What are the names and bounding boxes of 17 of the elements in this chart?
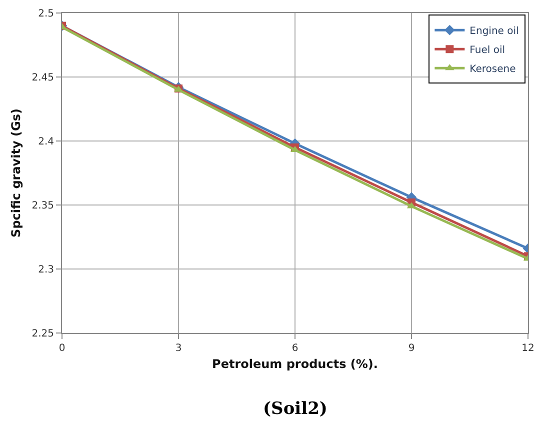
x-tick-label: 12	[522, 343, 534, 354]
y-tick-label: 2.3	[38, 264, 54, 276]
text: (Soil2)	[263, 399, 328, 419]
y-tick-label: 2.5	[38, 8, 54, 20]
x-tick-label: 6	[292, 343, 298, 354]
y-axis-title: Spcific gravity (Gs)	[9, 108, 24, 238]
x-tick-label: 0	[58, 343, 66, 354]
x-tick-label: 3	[175, 343, 182, 354]
x-tick-label: 9	[408, 343, 415, 354]
legend-label: Kerosene	[470, 64, 516, 75]
y-tick-label: 2.35	[32, 200, 54, 212]
y-tick-label: 2.45	[32, 72, 54, 84]
x-axis-title: Petroleum products (%).	[212, 356, 378, 371]
legend-label: Fuel oil	[470, 45, 505, 56]
legend-label: Engine oil	[470, 26, 519, 37]
y-tick-label: 2.25	[32, 328, 54, 340]
y-tick-label: 2.4	[38, 136, 54, 148]
